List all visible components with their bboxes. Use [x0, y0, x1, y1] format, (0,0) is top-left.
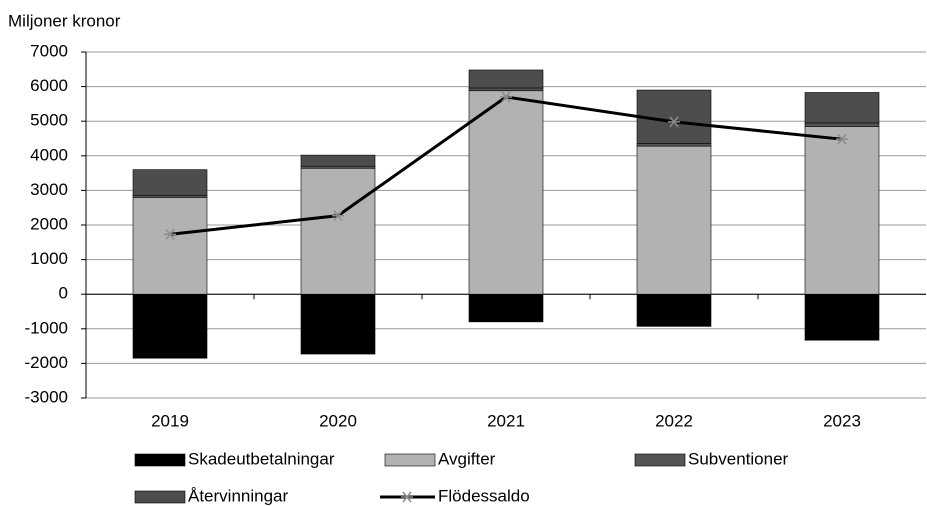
bar-segment: [132, 293, 208, 359]
y-tick-label: 5000: [30, 111, 68, 130]
y-tick-label: 1000: [30, 249, 68, 268]
bar-segment: [300, 165, 376, 169]
y-axis-label: Miljoner kronor: [8, 11, 121, 30]
bar-segment: [468, 87, 544, 92]
legend-swatch: [134, 490, 186, 504]
legend-swatch: [384, 453, 436, 467]
line-marker: [668, 116, 680, 128]
y-tick-label: 6000: [30, 76, 68, 95]
marker-stroke: [402, 491, 412, 503]
bar-segment: [804, 92, 880, 124]
marker-stroke: [837, 133, 847, 145]
bar-segment: [468, 69, 544, 89]
bar-segment: [468, 293, 544, 323]
legend-label: Flödessaldo: [438, 486, 530, 505]
bar-segment: [132, 169, 208, 196]
marker-stroke: [165, 228, 175, 240]
marker-stroke: [333, 210, 343, 222]
y-tick-label: 7000: [30, 41, 68, 60]
legend-label: Återvinningar: [188, 486, 289, 505]
x-tick-label: 2019: [151, 411, 189, 430]
bar-segment: [636, 89, 712, 144]
y-tick-label: 0: [59, 284, 68, 303]
x-tick-label: 2021: [487, 411, 525, 430]
legend-label: Skadeutbetalningar: [188, 449, 335, 468]
line-marker: [164, 228, 176, 240]
x-tick-label: 2020: [319, 411, 357, 430]
legend-swatch: [634, 453, 686, 467]
y-tick-label: -1000: [25, 318, 68, 337]
legend-swatch: [134, 453, 186, 467]
legend-label: Avgifter: [438, 449, 496, 468]
y-tick-label: -3000: [25, 387, 68, 406]
y-tick-label: 4000: [30, 145, 68, 164]
y-tick-label: 3000: [30, 180, 68, 199]
line-marker: [836, 133, 848, 145]
line-marker: [500, 91, 512, 103]
marker-stroke: [501, 91, 511, 103]
line-marker: [401, 491, 413, 503]
x-tick-label: 2023: [823, 411, 861, 430]
x-tick-label: 2022: [655, 411, 693, 430]
legend-label: Subventioner: [688, 449, 789, 468]
bar-segment: [636, 293, 712, 327]
bar-segment: [300, 167, 376, 295]
marker-stroke: [669, 116, 679, 128]
bar-segment: [804, 126, 880, 295]
bar-segment: [300, 154, 376, 167]
line-marker: [332, 210, 344, 222]
bar-segment: [132, 194, 208, 198]
bar-segment: [468, 90, 544, 295]
bar-segment: [300, 293, 376, 355]
y-tick-label: -2000: [25, 353, 68, 372]
bar-segment: [132, 197, 208, 295]
bar-segment: [636, 143, 712, 147]
y-tick-label: 2000: [30, 214, 68, 233]
bar-segment: [804, 293, 880, 341]
bar-segment: [804, 122, 880, 127]
bar-segment: [636, 145, 712, 295]
